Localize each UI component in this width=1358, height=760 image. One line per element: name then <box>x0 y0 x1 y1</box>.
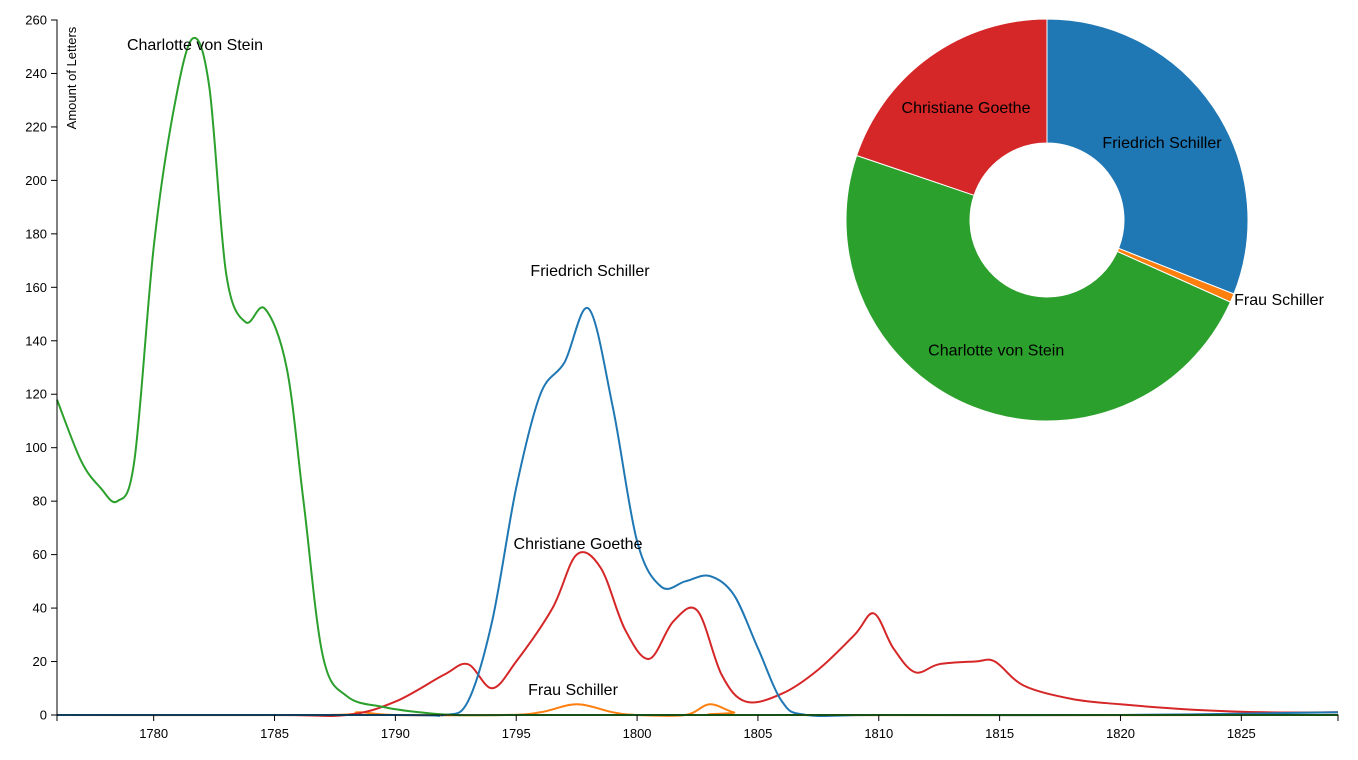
line-chart: 0 20 40 60 80 100 120 140 160 180 200 220 240 260 178… <box>25 13 1339 741</box>
x-axis: 1780 1785 1790 1795 1800 1805 1810 1815 1820 1825 <box>56 714 1339 741</box>
x-tick-label: 1785 <box>260 726 289 741</box>
x-tick-label: 1790 <box>381 726 410 741</box>
donut-label-charlotte-von-stein: Charlotte von Stein <box>928 342 1064 359</box>
y-tick-label: 220 <box>25 119 47 134</box>
y-tick-label: 240 <box>25 66 47 81</box>
series-label-friedrich-schiller: Friedrich Schiller <box>530 263 650 280</box>
y-tick-label: 100 <box>25 440 47 455</box>
x-tick-label: 1780 <box>139 726 168 741</box>
y-tick-label: 260 <box>25 13 47 28</box>
donut-label-friedrich-schiller: Friedrich Schiller <box>1102 135 1222 152</box>
x-tick-label: 1825 <box>1227 726 1256 741</box>
donut-slice-friedrich-schiller <box>1046 18 1249 295</box>
y-tick-label: 20 <box>33 654 47 669</box>
donut-label-frau-schiller: Frau Schiller <box>1234 292 1324 309</box>
donut-chart: Friedrich Schiller Frau Schiller Charlotte… <box>845 18 1325 422</box>
x-tick-label: 1820 <box>1106 726 1135 741</box>
x-tick-label: 1805 <box>743 726 772 741</box>
y-tick-label: 180 <box>25 226 47 241</box>
series-label-frau-schiller: Frau Schiller <box>528 682 618 699</box>
x-tick-label: 1800 <box>623 726 652 741</box>
x-tick-label: 1795 <box>502 726 531 741</box>
x-tick-label: 1815 <box>985 726 1014 741</box>
y-axis-title: Amount of Letters <box>64 26 79 129</box>
donut-label-christiane-goethe: Christiane Goethe <box>902 100 1031 117</box>
y-tick-label: 0 <box>40 708 47 723</box>
y-axis-line <box>51 19 58 716</box>
y-tick-label: 160 <box>25 280 47 295</box>
series-labels: Charlotte von Stein Friedrich Schiller Chr… <box>127 37 650 699</box>
y-axis: 0 20 40 60 80 100 120 140 160 180 200 220 240 260 <box>25 13 58 723</box>
x-axis-line <box>56 714 1339 721</box>
donut-slice-christiane-goethe <box>855 18 1048 196</box>
series-line-christiane-goethe <box>57 551 1339 717</box>
series-label-christiane-goethe: Christiane Goethe <box>514 536 643 553</box>
y-tick-label: 60 <box>33 547 47 562</box>
y-tick-label: 40 <box>33 601 47 616</box>
donut-slice-charlotte-von-stein <box>845 154 1232 422</box>
series-label-charlotte-von-stein: Charlotte von Stein <box>127 37 263 54</box>
y-tick-label: 200 <box>25 173 47 188</box>
y-tick-label: 80 <box>33 494 47 509</box>
y-tick-label: 120 <box>25 387 47 402</box>
x-tick-label: 1810 <box>864 726 893 741</box>
y-tick-label: 140 <box>25 333 47 348</box>
